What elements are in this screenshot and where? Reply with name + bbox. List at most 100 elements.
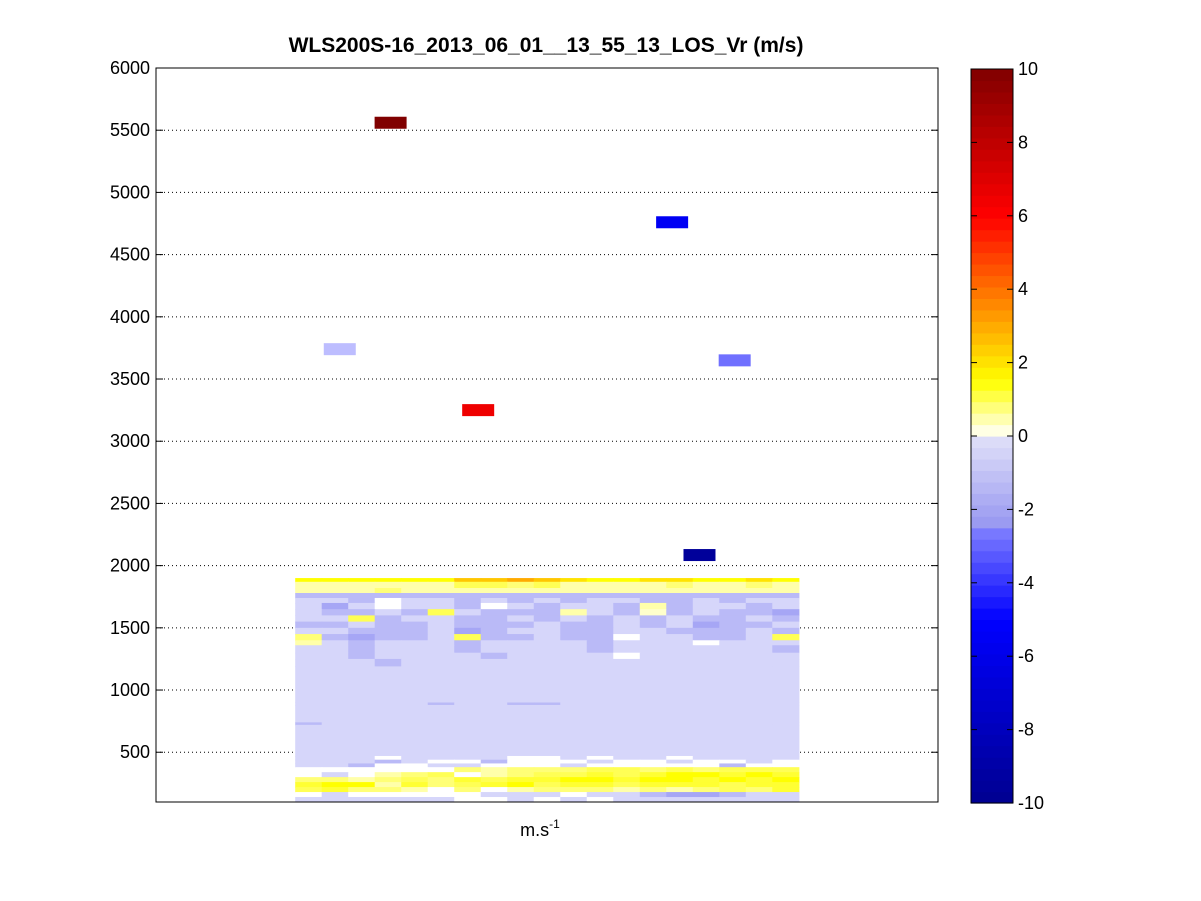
data-cell [480,588,508,594]
data-cell [401,602,429,610]
data-cell [348,767,376,773]
data-cell [454,792,482,798]
data-cell [639,621,667,629]
data-cell [295,702,323,706]
data-cell [666,702,694,706]
data-cell [666,666,694,704]
data-cell [454,782,482,788]
data-cell [692,602,720,610]
colorbar-segment [971,332,1013,345]
data-cell [295,658,323,667]
colorbar-segment [971,470,1013,483]
data-cell [348,615,376,623]
colorbar-segment [971,665,1013,678]
data-cell [507,645,535,654]
data-cell [295,704,323,723]
data-cell [480,722,508,726]
data-cell [613,777,641,783]
data-cell [348,627,376,635]
data-cell [666,609,694,616]
data-cell [401,797,429,802]
data-cell [295,724,323,757]
data-cell [639,578,667,583]
colorbar-segment [971,642,1013,655]
data-cell [321,704,349,723]
data-cell [480,763,508,768]
data-cell [321,782,349,788]
data-cell [454,755,482,761]
y-tick-label: 500 [120,742,150,762]
data-cell [560,645,588,654]
data-cell [586,652,614,660]
data-cell [666,658,694,667]
x-axis-label-text: m.s [520,820,549,840]
data-cell [295,588,323,594]
data-cell [480,772,508,778]
data-cell [560,621,588,629]
data-cell [692,634,720,641]
data-cell [560,581,588,589]
colorbar-tick-label: 6 [1018,206,1028,226]
colorbar-segment [971,630,1013,644]
data-cell [507,702,535,706]
y-tick-label: 5500 [110,120,150,140]
data-cell [639,782,667,788]
data-cell [772,627,800,635]
data-cell [507,658,535,667]
data-cell [348,597,376,604]
data-cell [613,797,641,802]
data-cell [692,621,720,629]
data-cell [454,597,482,604]
data-cell [719,588,747,594]
data-cell [323,343,356,356]
data-cell [772,704,800,723]
colorbar-segment [971,390,1013,403]
data-cell [321,588,349,594]
colorbar-segment [971,229,1013,242]
data-cell [454,615,482,623]
data-cell [586,772,614,778]
data-cell [666,787,694,793]
data-cell [586,640,614,646]
data-cell [613,792,641,798]
data-cell [639,772,667,778]
data-cell [321,666,349,704]
data-cell [560,658,588,667]
data-cell [692,652,720,660]
data-cell [507,592,535,599]
data-cell [772,640,800,646]
data-cell [427,658,455,667]
data-cell [374,755,402,761]
data-cell [719,724,747,757]
colorbar-segment [971,126,1013,139]
data-cell [719,581,747,589]
data-cell [401,724,429,757]
data-cell [401,777,429,783]
data-cell [586,777,614,783]
data-cell [507,597,535,604]
data-cell [374,767,402,773]
data-cell [295,782,323,788]
data-cell [533,767,561,773]
colorbar-segment [971,711,1013,724]
data-cell [692,578,720,583]
y-tick-label: 2500 [110,493,150,513]
data-cell [666,755,694,761]
data-cell [295,772,323,778]
data-cell [719,702,747,706]
data-cell [507,724,535,757]
data-cell [427,755,455,761]
colorbar-segment [971,172,1013,185]
data-cell [507,763,535,768]
data-cell [639,652,667,660]
colorbar-segment [971,69,1013,82]
data-cell [454,787,482,793]
data-cell [613,627,641,635]
data-cell [613,602,641,610]
data-cell [427,578,455,583]
data-cell [613,615,641,623]
data-cell [374,645,402,654]
data-cell [321,627,349,635]
data-cell [772,702,800,706]
data-cell [454,602,482,610]
